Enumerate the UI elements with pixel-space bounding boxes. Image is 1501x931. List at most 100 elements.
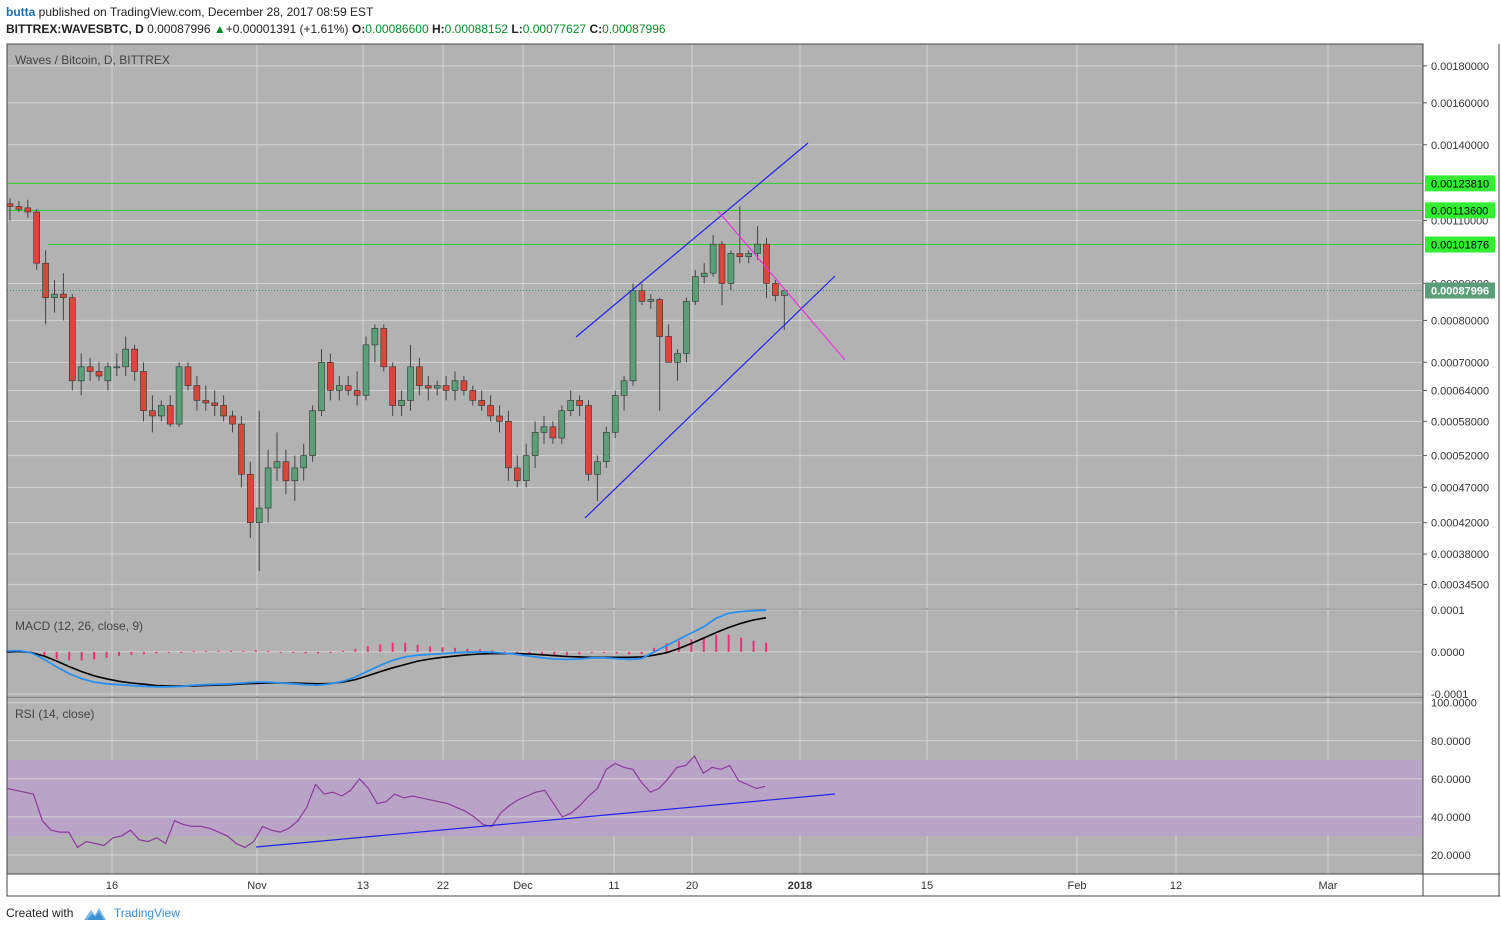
candle-up (113, 366, 121, 369)
candle-up (335, 385, 343, 391)
macd-histogram-bar (341, 650, 344, 652)
candle-up (255, 507, 263, 523)
candle-up (77, 366, 85, 382)
candle-down (193, 385, 201, 401)
candle-down (42, 262, 49, 299)
candle-down (131, 348, 138, 372)
candle-down (184, 366, 192, 386)
open-label: O: (351, 22, 366, 36)
last-price-tag (1425, 282, 1495, 299)
macd-histogram-bar (528, 651, 531, 655)
candle-down (487, 405, 494, 417)
macd-histogram-bar (727, 634, 730, 652)
candle-down (496, 415, 503, 422)
last-price: 0.00087996 (147, 22, 211, 36)
candle-up (158, 405, 165, 417)
author-name[interactable]: butta (6, 5, 36, 19)
symbol-info: BITTREX:WAVESBTC, D 0.00087996 ▲+0.00001… (6, 22, 666, 36)
y-tick-label: 0.00070000 (1431, 357, 1489, 369)
candle-up (300, 455, 308, 469)
candle-up (407, 366, 414, 401)
macd-histogram-bar (478, 649, 481, 652)
candle-down (149, 410, 156, 417)
candle-up (362, 344, 370, 396)
macd-histogram-bar (229, 650, 232, 652)
macd-histogram-bar (653, 647, 656, 652)
candle-down (60, 293, 67, 299)
candle-up (51, 293, 58, 299)
last-price-label: 0.00087996 (1431, 285, 1489, 297)
candle-up (175, 366, 183, 425)
macd-tick-label: 0.0001 (1431, 605, 1465, 617)
close-label: C: (589, 22, 603, 36)
tradingview-link[interactable]: TradingView (113, 906, 180, 920)
macd-histogram-bar (242, 650, 245, 652)
macd-histogram-bar (404, 642, 407, 652)
macd-histogram-bar (715, 634, 718, 652)
y-tick-label: 0.00052000 (1431, 451, 1489, 463)
macd-signal-line (6, 617, 767, 687)
candle-down (95, 371, 103, 377)
candle-up (371, 328, 379, 346)
macd-histogram-bar (565, 651, 568, 656)
candle-up (122, 348, 129, 368)
rsi-title: RSI (14, close) (15, 707, 94, 721)
candle-down (576, 400, 583, 406)
candle-down (344, 385, 352, 391)
candle-up (291, 467, 299, 482)
y-tick-label: 0.00058000 (1431, 416, 1489, 428)
macd-line (6, 609, 767, 688)
y-tick-label: 0.00064000 (1431, 385, 1489, 397)
candle-up (531, 432, 539, 456)
descending-trendline (717, 210, 846, 361)
candle-down (15, 206, 23, 210)
macd-histogram-bar (217, 650, 220, 652)
macd-histogram-bar (279, 651, 282, 653)
candle-down (24, 207, 32, 213)
open-value: 0.00086600 (365, 22, 429, 36)
candle-down (416, 366, 423, 386)
level-price-label: 0.00123810 (1431, 178, 1489, 190)
level-price-label: 0.00101876 (1431, 240, 1489, 252)
candle-down (638, 290, 646, 302)
low-value: 0.00077627 (522, 22, 587, 36)
candle-down (656, 299, 664, 337)
candle-up (754, 243, 761, 254)
candle-up (683, 301, 690, 354)
candle-down (549, 426, 557, 439)
macd-histogram-bar (354, 648, 357, 652)
macd-histogram-bar (466, 648, 469, 652)
candle-up (620, 380, 628, 396)
candle-up (727, 253, 735, 284)
candle-down (469, 390, 477, 401)
macd-histogram-bar (628, 651, 631, 655)
macd-histogram-bar (765, 642, 767, 652)
candle-up (522, 455, 530, 482)
candle-down (247, 473, 254, 523)
channel-upper-line (575, 142, 809, 338)
macd-histogram-bar (205, 650, 208, 652)
macd-histogram-bar (391, 642, 394, 652)
candle-down (6, 203, 14, 207)
macd-tick-label: -0.0001 (1431, 689, 1468, 701)
candle-down (220, 405, 227, 417)
macd-histogram-bar (155, 651, 158, 654)
close-value: 0.00087996 (602, 22, 666, 36)
macd-histogram-bar (752, 640, 755, 652)
candle-down (460, 380, 468, 391)
candle-down (763, 243, 770, 284)
candle-up (567, 400, 575, 412)
macd-histogram-bar (491, 650, 494, 652)
x-tick-label: 2018 (788, 880, 812, 892)
candle-up (451, 380, 459, 391)
x-tick-label: 16 (106, 880, 118, 892)
candle-down (69, 297, 76, 382)
candle-up (318, 362, 325, 412)
macd-histogram-bar (615, 651, 618, 654)
level-price-label: 0.00113600 (1431, 205, 1488, 217)
macd-histogram-bar (254, 650, 257, 652)
candle-down (238, 423, 245, 475)
candle-up (264, 467, 272, 509)
candle-up (745, 253, 753, 258)
